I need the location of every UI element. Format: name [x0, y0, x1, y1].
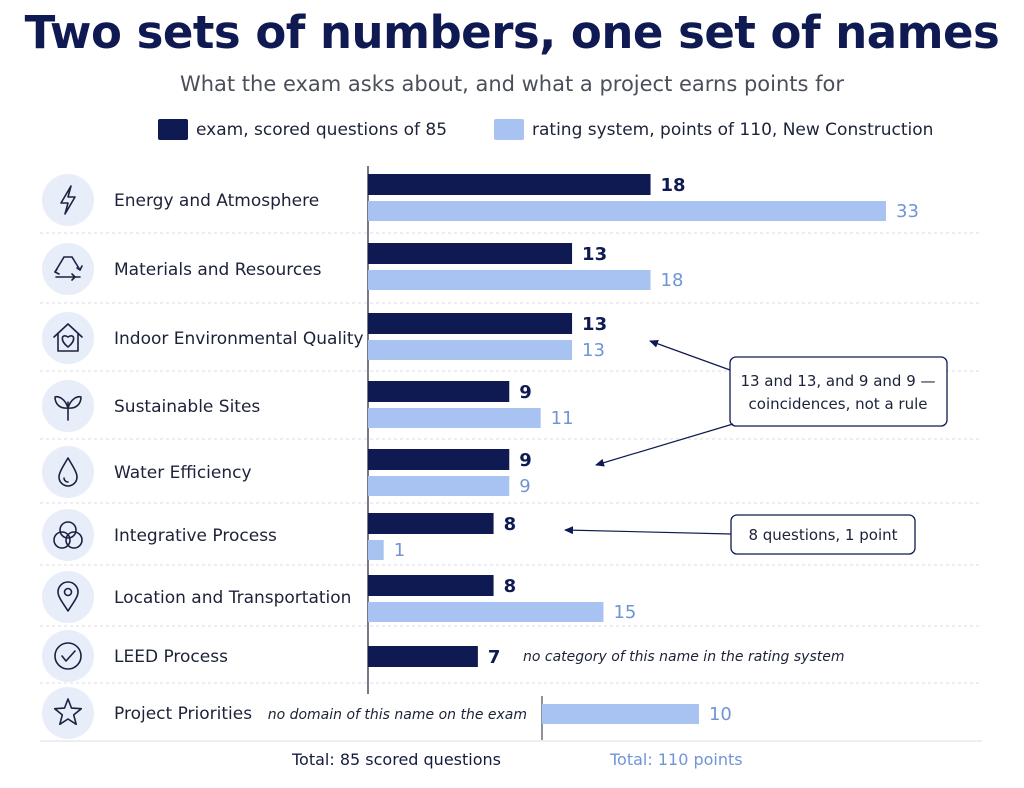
value-label-rating: 10	[709, 704, 732, 725]
category-label-leed-process: LEED Process	[114, 647, 228, 667]
bar-rating-energy-and-atmosphere	[368, 201, 886, 221]
category-label-materials-and-resources: Materials and Resources	[114, 260, 322, 280]
bar-rating-water-efficiency	[368, 476, 510, 496]
value-label-exam: 13	[582, 314, 607, 335]
value-label-exam: 8	[504, 576, 517, 597]
value-label-rating: 18	[661, 270, 684, 291]
annotation-text-coincidences-line2: coincidences, not a rule	[749, 395, 928, 413]
bar-exam-integrative-process	[368, 513, 494, 534]
value-label-exam: 9	[519, 450, 532, 471]
house-heart-icon	[42, 312, 94, 364]
legend-item-rating: rating system, points of 110, New Constr…	[494, 119, 933, 140]
bar-exam-water-efficiency	[368, 449, 510, 470]
value-label-rating: 11	[551, 408, 574, 429]
annotation-box-integrative	[730, 514, 916, 555]
legend-label-rating: rating system, points of 110, New Constr…	[532, 119, 934, 140]
recycle-icon	[42, 243, 94, 295]
category-label-energy-and-atmosphere: Energy and Atmosphere	[114, 191, 319, 211]
bar-exam-leed-process	[368, 646, 478, 667]
bar-exam-materials-and-resources	[368, 243, 573, 264]
value-label-rating: 13	[582, 340, 605, 361]
value-label-exam: 7	[488, 647, 501, 668]
bar-rating-location-and-transportation	[368, 602, 604, 622]
annotation-box-coincidences	[729, 356, 948, 427]
annotation-arrow-13	[649, 339, 731, 371]
overlapping-circles-icon	[42, 509, 94, 561]
category-label-indoor-environmental-quality: Indoor Environmental Quality	[114, 329, 364, 349]
annotation-arrow-9	[595, 423, 734, 467]
chart-subtitle: What the exam asks about, and what a pro…	[179, 72, 845, 96]
category-label-project-priorities: Project Priorities	[114, 704, 252, 724]
location-pin-icon	[42, 571, 94, 623]
value-label-exam: 13	[582, 244, 607, 265]
chart-title: Two sets of numbers, one set of names	[24, 6, 1000, 59]
value-label-exam: 18	[661, 175, 686, 196]
legend-label-exam: exam, scored questions of 85	[196, 119, 448, 140]
value-label-rating: 15	[613, 602, 636, 623]
note-project-priorities: no domain of this name on the exam	[268, 707, 527, 723]
legend-swatch-rating	[494, 119, 524, 140]
legend: exam, scored questions of 85 rating syst…	[0, 119, 1024, 145]
star-icon	[42, 687, 94, 739]
annotation-text-integrative: 8 questions, 1 point	[748, 526, 897, 544]
bar-exam-energy-and-atmosphere	[368, 174, 651, 195]
value-label-rating: 1	[394, 540, 405, 561]
category-label-integrative-process: Integrative Process	[114, 526, 277, 546]
category-label-sustainable-sites: Sustainable Sites	[114, 397, 260, 417]
annotation-arrow-integrative	[564, 526, 732, 535]
bar-exam-indoor-environmental-quality	[368, 313, 573, 334]
bar-exam-sustainable-sites	[368, 381, 510, 402]
bar-rating-project-priorities	[542, 704, 699, 724]
value-label-rating: 9	[519, 476, 530, 497]
value-label-exam: 9	[519, 382, 532, 403]
annotation-text-coincidences-line1: 13 and 13, and 9 and 9 —	[740, 372, 935, 390]
bar-rating-integrative-process	[368, 540, 384, 560]
note-leed-process: no category of this name in the rating s…	[523, 649, 844, 665]
leaf-icon	[42, 380, 94, 432]
value-label-rating: 33	[896, 201, 919, 222]
lightning-icon	[42, 174, 94, 226]
check-circle-icon	[42, 630, 94, 682]
legend-item-exam: exam, scored questions of 85	[158, 119, 447, 140]
legend-swatch-exam	[158, 119, 188, 140]
bar-exam-location-and-transportation	[368, 575, 494, 596]
water-drop-icon	[42, 446, 94, 498]
category-label-location-and-transportation: Location and Transportation	[114, 588, 351, 608]
bar-rating-indoor-environmental-quality	[368, 340, 573, 360]
total-rating: Total: 110 points	[610, 750, 743, 769]
value-label-exam: 8	[504, 514, 517, 535]
bar-rating-sustainable-sites	[368, 408, 541, 428]
category-label-water-efficiency: Water Efficiency	[114, 463, 252, 483]
total-exam: Total: 85 scored questions	[292, 750, 501, 769]
bar-rating-materials-and-resources	[368, 270, 651, 290]
